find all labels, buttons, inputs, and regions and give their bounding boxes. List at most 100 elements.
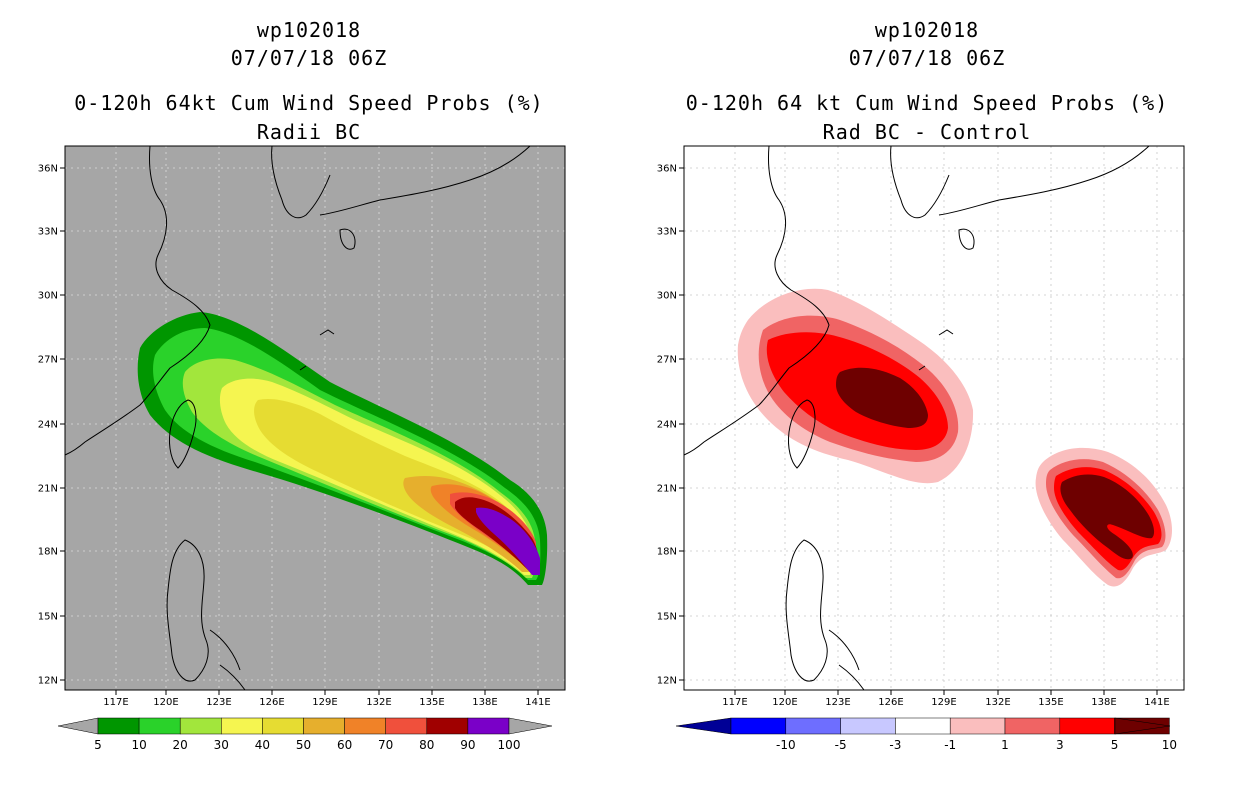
lat-label: 30N — [657, 291, 677, 302]
colorbar-swatch — [1059, 717, 1115, 735]
left-probability-swath — [137, 312, 548, 585]
japan-kyushu — [958, 228, 975, 250]
colorbar-swatch — [730, 717, 787, 735]
lon-label: 123E — [206, 697, 231, 708]
lat-label: 15N — [657, 612, 677, 623]
colorbar-label: -5 — [835, 738, 847, 752]
left-storm-id: wp102018 — [256, 18, 362, 42]
colorbar-label: 3 — [1056, 738, 1064, 752]
lat-label: 24N — [657, 420, 677, 431]
lon-label: 135E — [1038, 697, 1063, 708]
okinawa-islands — [918, 329, 954, 371]
lon-label: 117E — [722, 697, 747, 708]
lat-label: 18N — [38, 547, 58, 558]
colorbar-swatch — [895, 717, 951, 735]
japan-kyushu — [339, 228, 356, 250]
philippines-islands — [209, 629, 246, 691]
lon-label: 123E — [825, 697, 850, 708]
taiwan-island — [169, 399, 197, 469]
lat-label: 27N — [657, 355, 677, 366]
colorbar-label: 5 — [94, 738, 102, 752]
lat-label: 18N — [657, 547, 677, 558]
taiwan-island — [788, 399, 816, 469]
lon-label: 129E — [931, 697, 956, 708]
right-colorbar-high-arrow — [1114, 717, 1171, 735]
left-subtitle: Radii BC — [256, 120, 362, 144]
colorbar-swatch — [426, 717, 469, 735]
swath-90pct — [476, 507, 540, 575]
colorbar-label: 80 — [419, 738, 434, 752]
lat-label: 21N — [657, 484, 677, 495]
colorbar-swatch — [179, 717, 222, 735]
lon-label: 120E — [153, 697, 178, 708]
lat-label: 36N — [657, 164, 677, 175]
china-coast — [64, 145, 211, 456]
left-colorbar-low-arrow — [57, 717, 99, 735]
left-coastlines — [64, 145, 531, 691]
left-latitude-labels: 36N 33N 30N 27N 24N 21N 18N 15N 12N — [38, 164, 65, 687]
colorbar-label: 60 — [337, 738, 352, 752]
colorbar-swatch — [303, 717, 345, 735]
right-storm-id: wp102018 — [874, 18, 980, 42]
left-colorbar-high-arrow — [508, 717, 553, 735]
colorbar-label: 30 — [214, 738, 229, 752]
lat-label: 12N — [38, 676, 58, 687]
lat-label: 33N — [657, 227, 677, 238]
colorbar-swatch — [138, 717, 181, 735]
lon-label: 120E — [772, 697, 797, 708]
colorbar-label: 50 — [296, 738, 311, 752]
china-coast — [683, 145, 830, 456]
left-panel: wp102018 07/07/18 06Z 0-120h 64kt Cum Wi… — [38, 18, 566, 752]
colorbar-swatch — [949, 717, 1006, 735]
colorbar-label: 90 — [460, 738, 475, 752]
japan-coast — [938, 145, 1150, 216]
colorbar-swatch — [1004, 717, 1061, 735]
colorbar-label: 20 — [173, 738, 188, 752]
colorbar-label: 100 — [498, 738, 521, 752]
korea-coast — [890, 145, 950, 219]
colorbar-swatch — [467, 717, 510, 735]
lat-label: 27N — [38, 355, 58, 366]
colorbar-swatch — [262, 717, 304, 735]
lon-label: 138E — [1091, 697, 1116, 708]
lon-label: 126E — [878, 697, 903, 708]
lat-label: 15N — [38, 612, 58, 623]
lon-label: 129E — [312, 697, 337, 708]
right-colorbar-low-arrow — [675, 717, 732, 735]
colorbar-swatch — [785, 717, 841, 735]
diff-10-west — [836, 367, 928, 428]
lon-label: 135E — [419, 697, 444, 708]
lat-label: 12N — [657, 676, 677, 687]
left-datetime: 07/07/18 06Z — [230, 46, 388, 70]
right-subtitle: Rad BC - Control — [822, 120, 1032, 144]
korea-coast — [271, 145, 331, 219]
right-map-svg: 36N 33N 30N 27N 24N 21N 18N 15N 12N 117E 120E 123E… — [657, 145, 1185, 752]
colorbar-label: 1 — [1001, 738, 1009, 752]
colorbar-label: 70 — [378, 738, 393, 752]
right-product-title: 0-120h 64 kt Cum Wind Speed Probs (%) — [685, 91, 1169, 115]
right-difference-shading — [737, 288, 1172, 587]
lat-label: 24N — [38, 420, 58, 431]
colorbar-label: 40 — [255, 738, 270, 752]
lon-label: 132E — [985, 697, 1010, 708]
right-colorbar: -10 -5 -3 -1 1 3 5 10 — [675, 717, 1177, 752]
lat-label: 21N — [38, 484, 58, 495]
lat-label: 30N — [38, 291, 58, 302]
left-longitude-labels: 117E 120E 123E 126E 129E 132E 135E 138E 141E — [103, 690, 551, 708]
colorbar-label: 10 — [131, 738, 146, 752]
right-map-frame — [683, 145, 1185, 691]
colorbar-label: -10 — [776, 738, 796, 752]
lon-label: 126E — [259, 697, 284, 708]
lon-label: 132E — [366, 697, 391, 708]
lon-label: 138E — [472, 697, 497, 708]
right-coastlines — [683, 145, 1150, 691]
lat-label: 36N — [38, 164, 58, 175]
colorbar-swatch — [221, 717, 263, 735]
colorbar-swatch — [97, 717, 140, 735]
colorbar-swatch — [385, 717, 428, 735]
colorbar-label: 10 — [1162, 738, 1177, 752]
philippines-islands — [828, 629, 865, 691]
colorbar-label: -3 — [889, 738, 901, 752]
colorbar-swatch — [840, 717, 896, 735]
diff-10-east — [1060, 474, 1155, 560]
